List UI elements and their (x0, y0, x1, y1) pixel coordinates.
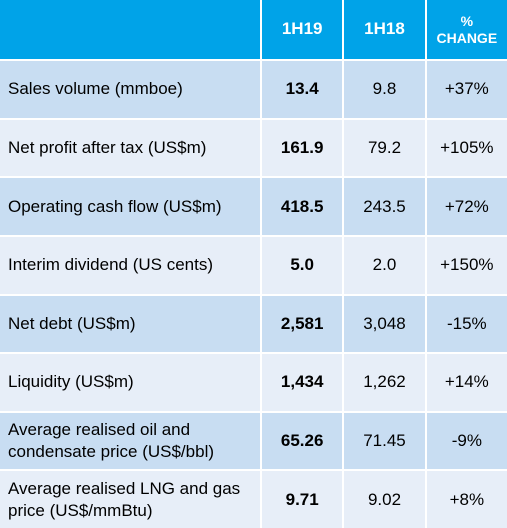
row-value-1h18: 3,048 (344, 295, 425, 353)
row-value-1h18: 1,262 (344, 354, 425, 411)
header-blank-cell (0, 0, 260, 59)
header-percent-symbol: % (460, 12, 474, 29)
row-label-net-profit: Net profit after tax (US$m) (0, 119, 260, 177)
row-value-change: +8% (426, 471, 507, 528)
row-value-1h18: 2.0 (344, 236, 425, 294)
row-value-1h19: 161.9 (262, 119, 343, 177)
row-value-1h18: 243.5 (344, 178, 425, 235)
row-value-change: -15% (426, 295, 507, 353)
row-value-1h18: 9.02 (344, 471, 425, 528)
row-value-1h19: 9.71 (262, 471, 343, 528)
row-value-change: +14% (426, 354, 507, 411)
row-value-change: +150% (426, 236, 507, 294)
header-percent-change: % CHANGE (426, 0, 507, 59)
row-value-1h18: 79.2 (344, 119, 425, 177)
row-value-change: +105% (426, 119, 507, 177)
header-1h19: 1H19 (262, 0, 343, 59)
row-value-1h18: 71.45 (344, 412, 425, 470)
row-value-change: +72% (426, 178, 507, 235)
row-value-1h19: 2,581 (262, 295, 343, 353)
row-label-operating-cash-flow: Operating cash flow (US$m) (0, 178, 260, 235)
header-change-text: CHANGE (436, 29, 498, 46)
row-value-1h19: 5.0 (262, 236, 343, 294)
row-label-liquidity: Liquidity (US$m) (0, 354, 260, 411)
row-value-1h19: 1,434 (262, 354, 343, 411)
row-label-oil-condensate-price: Average realised oil and condensate pric… (0, 412, 260, 470)
row-label-net-debt: Net debt (US$m) (0, 295, 260, 353)
row-value-1h19: 65.26 (262, 412, 343, 470)
row-label-lng-gas-price: Average realised LNG and gas price (US$/… (0, 471, 260, 528)
row-label-interim-dividend: Interim dividend (US cents) (0, 236, 260, 294)
row-value-1h19: 13.4 (262, 61, 343, 118)
row-value-change: -9% (426, 412, 507, 470)
header-1h18: 1H18 (344, 0, 425, 59)
row-value-change: +37% (426, 61, 507, 118)
row-value-1h19: 418.5 (262, 178, 343, 235)
row-label-sales-volume: Sales volume (mmboe) (0, 61, 260, 118)
row-value-1h18: 9.8 (344, 61, 425, 118)
